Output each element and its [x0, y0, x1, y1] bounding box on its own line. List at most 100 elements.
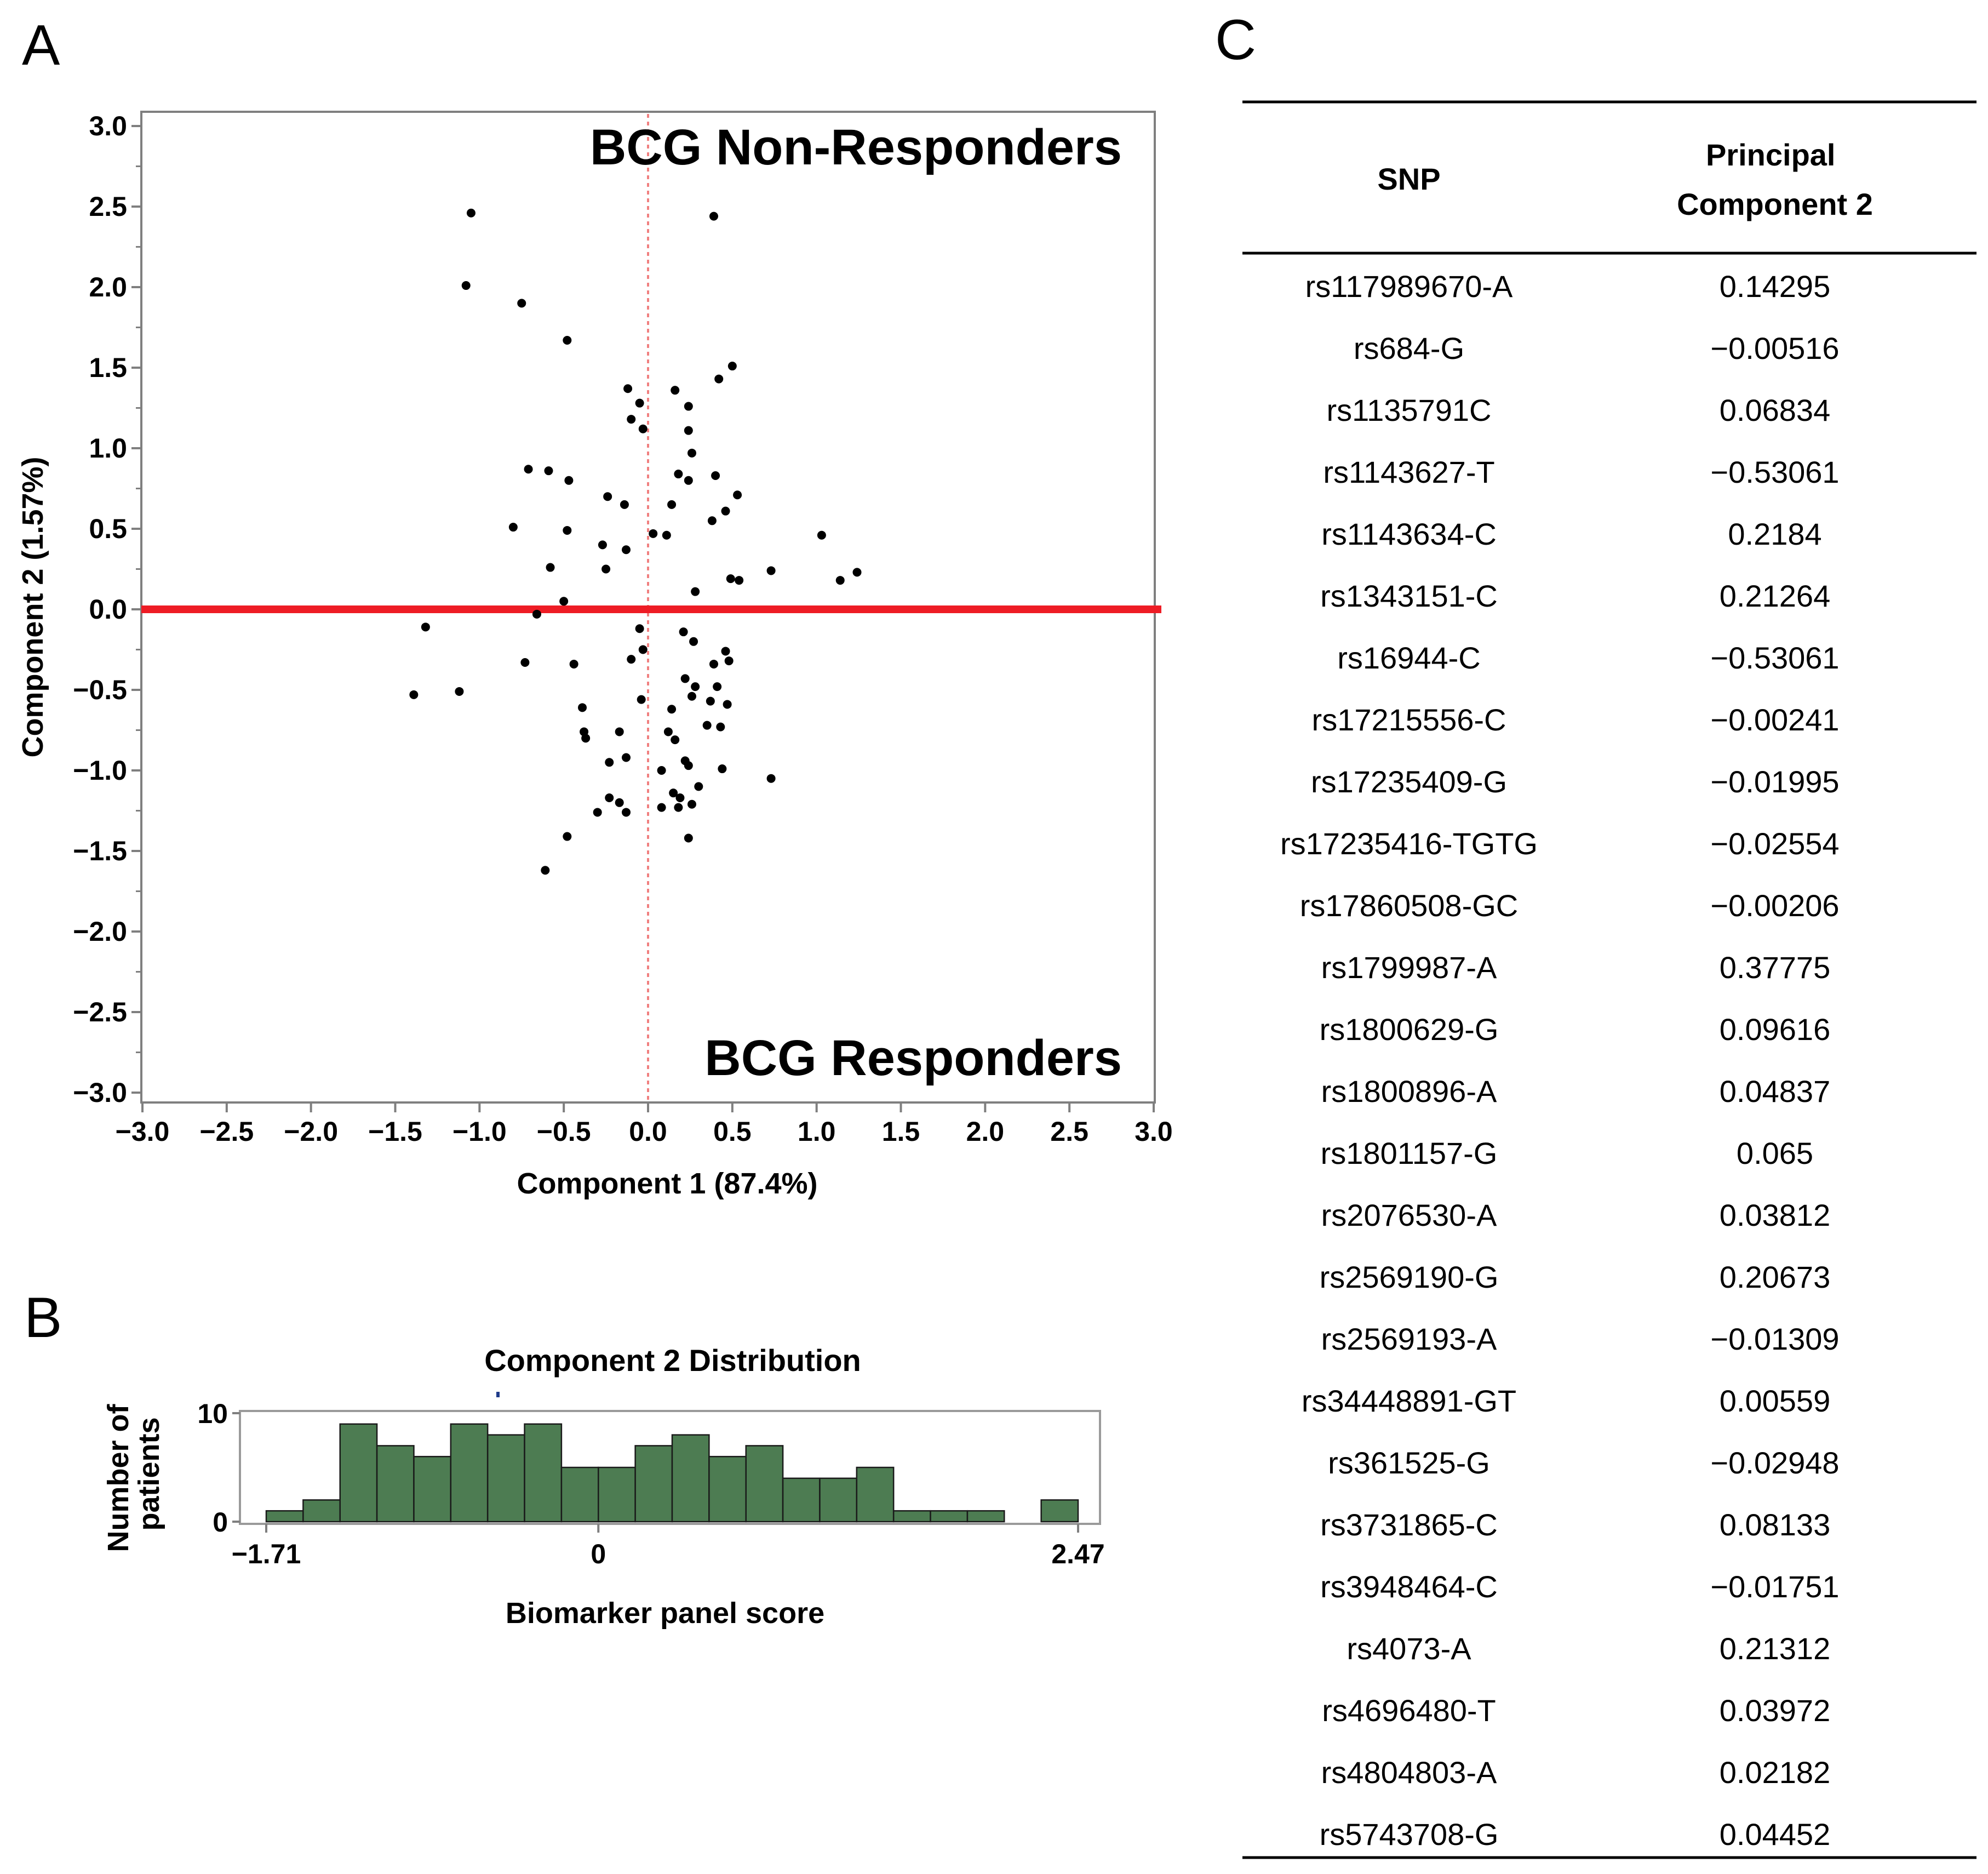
scatter-point — [622, 545, 631, 555]
table-header-pc2: Principal Component 2 — [1677, 138, 1873, 221]
y-tick-label: −2.5 — [73, 997, 127, 1027]
table-header-pc2-line-1: Principal — [1706, 138, 1836, 172]
histogram-color-marker — [496, 1392, 500, 1397]
snp-loadings-table: SNP Principal Component 2 rs117989670-A 0… — [1242, 100, 1976, 1859]
histogram-x-tick-label: 2.47 — [1051, 1539, 1104, 1569]
table-cell-snp: rs17860508-GC — [1300, 888, 1518, 923]
table-row: rs34448891-GT 0.00559 — [1302, 1384, 1830, 1418]
scatter-point — [657, 766, 666, 775]
scatter-point — [684, 426, 693, 435]
table-row: rs16944-C −0.53061 — [1337, 641, 1839, 675]
table-row: rs1799987-A 0.37775 — [1321, 950, 1831, 985]
table-cell-snp: rs117989670-A — [1305, 269, 1513, 304]
table-cell-pc2: −0.53061 — [1710, 641, 1839, 675]
scatter-point — [622, 753, 631, 762]
scatter-point — [721, 647, 730, 656]
scatter-point — [598, 540, 607, 550]
scatter-point — [563, 525, 572, 535]
histogram-bar — [745, 1445, 784, 1523]
scatter-point — [713, 682, 722, 692]
y-tick-label: −3.0 — [73, 1077, 127, 1108]
table-cell-snp: rs34448891-GT — [1302, 1384, 1516, 1418]
y-tick-label: 2.0 — [89, 272, 127, 302]
x-tick-label: 1.0 — [798, 1116, 836, 1147]
scatter-x-ticks: −3.0 −2.5 −2.0 −1.5 −1.0 −0.5 0.0 0.5 1.0 1.5 2.0 2… — [116, 1102, 1173, 1147]
table-cell-pc2: −0.01751 — [1710, 1569, 1839, 1604]
scatter-point — [559, 597, 569, 606]
table-cell-snp: rs2569193-A — [1321, 1322, 1497, 1356]
y-tick-label: 3.0 — [89, 111, 127, 141]
histogram-bar — [265, 1510, 304, 1523]
histogram-bar — [930, 1510, 969, 1523]
table-header-snp: SNP — [1377, 162, 1440, 196]
y-tick-label: −1.0 — [73, 755, 127, 786]
table-row: rs2569190-G 0.20673 — [1320, 1260, 1831, 1294]
y-tick-label: −1.5 — [73, 836, 127, 866]
scatter-point — [726, 574, 735, 584]
scatter-point — [662, 530, 671, 540]
table-cell-snp: rs4696480-T — [1322, 1693, 1496, 1728]
table-row: rs1143627-T −0.53061 — [1323, 455, 1839, 489]
histogram-bar — [892, 1510, 931, 1523]
table-row: rs4696480-T 0.03972 — [1322, 1693, 1830, 1728]
y-tick-label: 0.5 — [89, 513, 127, 544]
scatter-point — [679, 627, 688, 637]
y-tick-label: −2.0 — [73, 916, 127, 947]
table-cell-pc2: −0.01995 — [1710, 764, 1839, 799]
table-cell-snp: rs1799987-A — [1321, 950, 1497, 985]
histogram-bar — [708, 1455, 747, 1523]
table-cell-pc2: −0.00241 — [1710, 702, 1839, 737]
table-cell-pc2: 0.21264 — [1720, 579, 1830, 613]
table-cell-snp: rs17235409-G — [1311, 764, 1507, 799]
table-cell-pc2: 0.21312 — [1720, 1631, 1830, 1666]
table-row: rs3948464-C −0.01751 — [1320, 1569, 1839, 1604]
histogram-x-tick-label: 0 — [591, 1539, 606, 1569]
table-row: rs1800896-A 0.04837 — [1321, 1074, 1831, 1109]
histogram-y-ticks: 0 10 — [197, 1398, 240, 1538]
scatter-point — [684, 833, 693, 843]
table-row: rs1801157-G 0.065 — [1321, 1136, 1813, 1170]
histogram-bar — [486, 1434, 525, 1523]
scatter-point — [578, 703, 587, 712]
x-tick-label: −2.5 — [199, 1116, 254, 1147]
scatter-point — [605, 793, 614, 802]
scatter-point — [709, 212, 718, 221]
table-cell-snp: rs2076530-A — [1321, 1198, 1497, 1232]
x-tick-label: 2.0 — [966, 1116, 1005, 1147]
scatter-point — [687, 799, 696, 809]
scatter-point — [593, 808, 602, 817]
scatter-point — [663, 727, 673, 736]
table-cell-pc2: 0.03972 — [1720, 1693, 1830, 1728]
histogram-bar — [524, 1423, 563, 1523]
histogram-x-ticks: −1.71 0 2.47 — [232, 1524, 1105, 1569]
scatter-point — [635, 398, 644, 408]
scatter-point — [667, 500, 677, 509]
table-cell-pc2: −0.00206 — [1710, 888, 1839, 923]
scatter-point — [563, 832, 572, 841]
scatter-point — [638, 645, 648, 654]
histogram-bars — [265, 1423, 1079, 1523]
scatter-point — [623, 384, 633, 393]
table-rows: rs117989670-A 0.14295 rs684-G −0.00516 rs113… — [1280, 269, 1840, 1852]
table-cell-pc2: −0.00516 — [1710, 331, 1839, 365]
scatter-point — [649, 529, 658, 538]
x-tick-label: −0.5 — [537, 1116, 591, 1147]
scatter-point — [615, 798, 624, 807]
scatter-point — [564, 476, 574, 485]
histogram-bar — [819, 1477, 858, 1523]
table-cell-pc2: 0.04837 — [1720, 1074, 1830, 1109]
histogram-bar — [450, 1423, 489, 1523]
table-cell-pc2: 0.20673 — [1720, 1260, 1830, 1294]
table-cell-snp: rs2569190-G — [1320, 1260, 1499, 1294]
scatter-point — [709, 659, 718, 669]
table-cell-snp: rs361525-G — [1328, 1446, 1490, 1480]
table-row: rs117989670-A 0.14295 — [1305, 269, 1831, 304]
scatter-point — [569, 659, 578, 669]
scatter-point — [603, 492, 612, 501]
scatter-point — [581, 734, 591, 743]
x-tick-label: 1.5 — [882, 1116, 920, 1147]
table-row: rs17860508-GC −0.00206 — [1300, 888, 1840, 923]
scatter-point — [691, 587, 700, 596]
scatter-point — [409, 690, 419, 699]
scatter-point — [691, 682, 700, 692]
